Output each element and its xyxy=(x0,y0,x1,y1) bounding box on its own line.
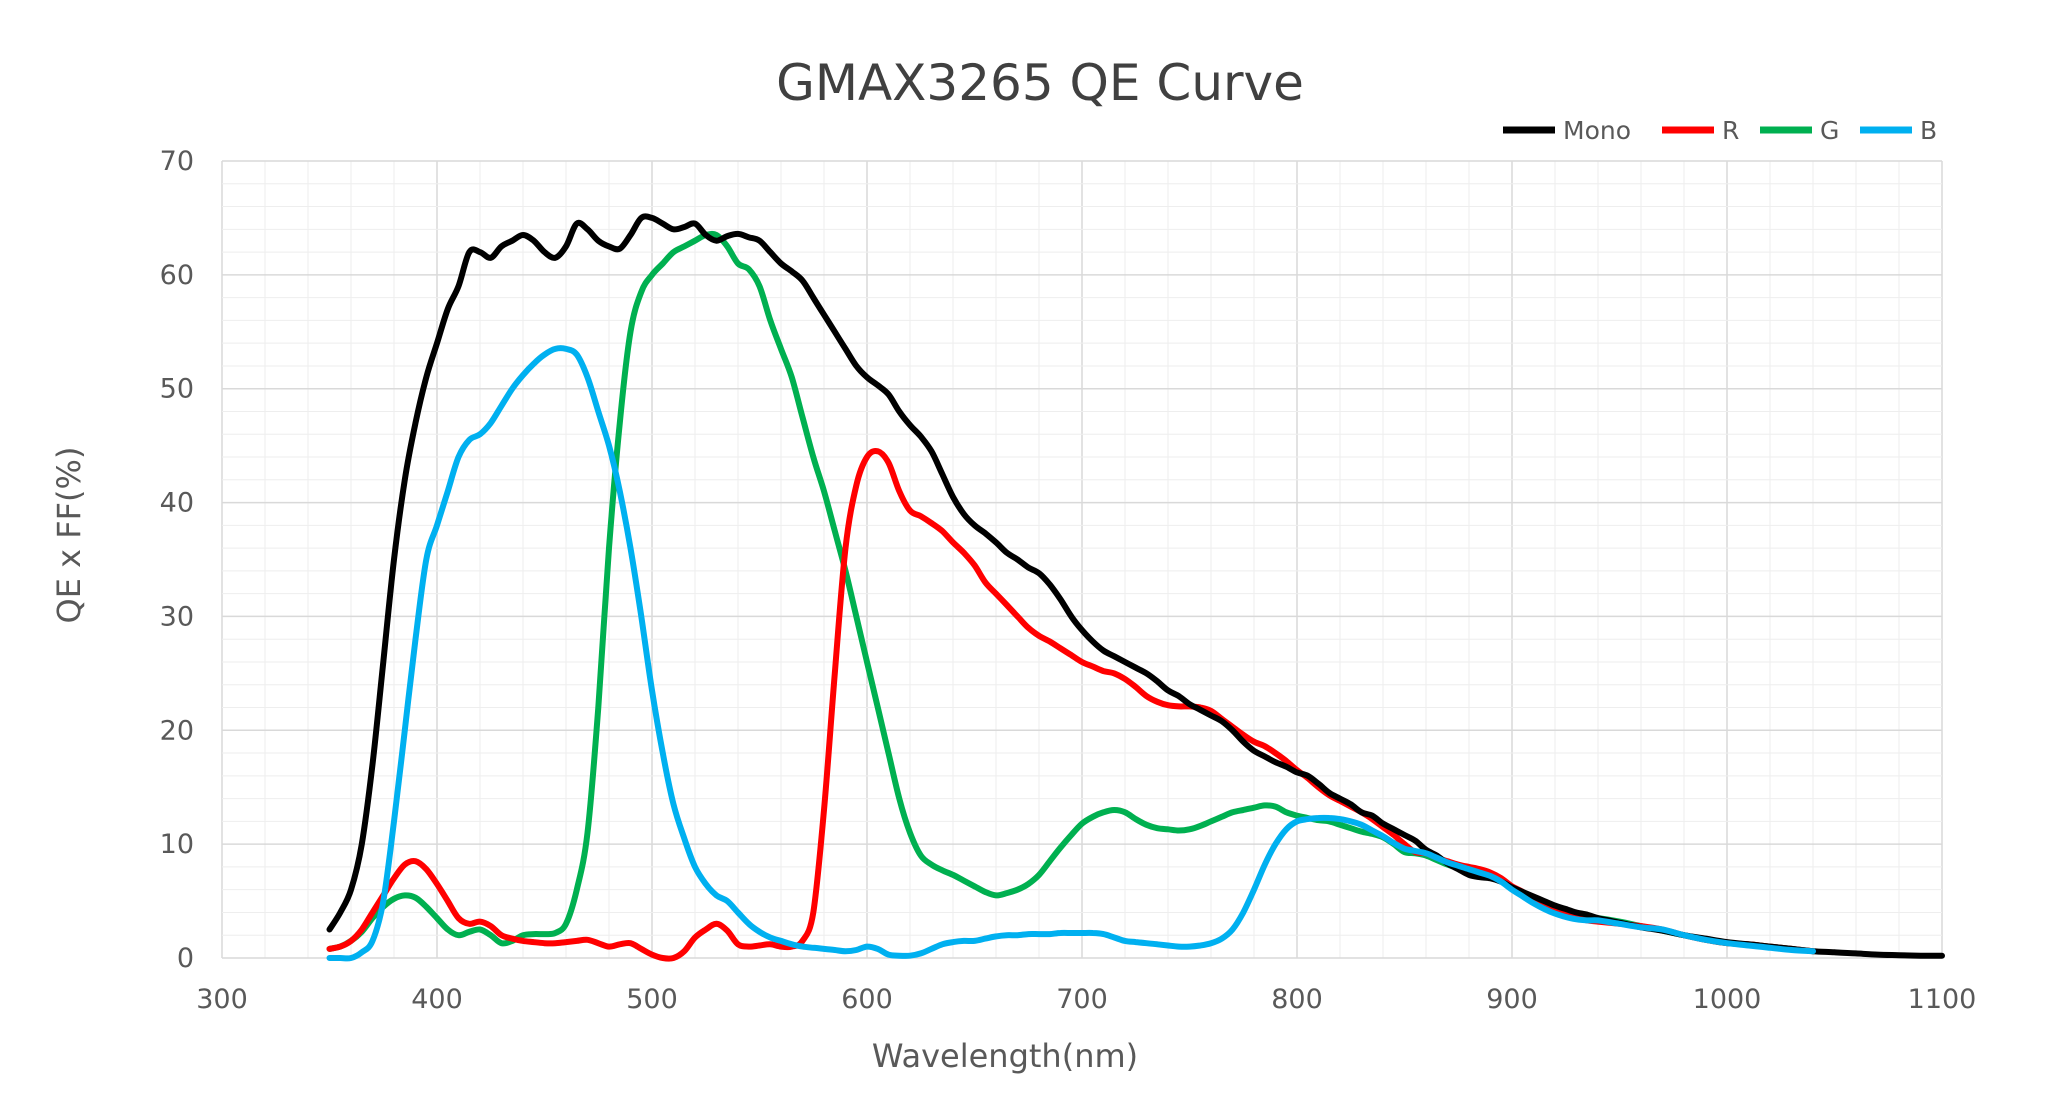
x-tick-label: 700 xyxy=(1056,984,1108,1015)
y-tick-label: 60 xyxy=(160,260,194,291)
x-tick-label: 600 xyxy=(841,984,893,1015)
x-tick-label: 800 xyxy=(1271,984,1323,1015)
y-tick-label: 40 xyxy=(160,488,194,519)
legend-label-r: R xyxy=(1722,116,1739,145)
legend-label-mono: Mono xyxy=(1563,116,1631,145)
x-tick-label: 500 xyxy=(626,984,678,1015)
x-tick-label: 400 xyxy=(411,984,463,1015)
x-tick-label: 300 xyxy=(196,984,248,1015)
series-layer xyxy=(326,213,1945,962)
y-tick-label: 0 xyxy=(177,943,194,974)
x-tick-label: 1000 xyxy=(1693,984,1762,1015)
x-tick-label: 1100 xyxy=(1908,984,1977,1015)
legend: Mono R G B xyxy=(1503,116,1937,145)
x-axis-title: Wavelength(nm) xyxy=(872,1037,1138,1075)
series-line-mono xyxy=(326,213,1945,959)
grid xyxy=(221,160,1943,959)
x-axis-ticks: 300 400 500 600 700 800 900 1000 1100 xyxy=(196,984,1976,1015)
legend-label-g: G xyxy=(1820,116,1839,145)
series-line-r xyxy=(326,448,1816,962)
y-tick-label: 10 xyxy=(160,829,194,860)
y-tick-label: 70 xyxy=(160,146,194,177)
x-tick-label: 900 xyxy=(1486,984,1538,1015)
y-axis-ticks: 0 10 20 30 40 50 60 70 xyxy=(160,146,194,974)
y-tick-label: 30 xyxy=(160,601,194,632)
y-tick-label: 50 xyxy=(160,374,194,405)
y-tick-label: 20 xyxy=(160,715,194,746)
y-axis-title: QE x FF(%) xyxy=(50,447,88,624)
series-line-b xyxy=(326,345,1816,962)
legend-label-b: B xyxy=(1920,116,1937,145)
chart-title: GMAX3265 QE Curve xyxy=(776,54,1304,112)
